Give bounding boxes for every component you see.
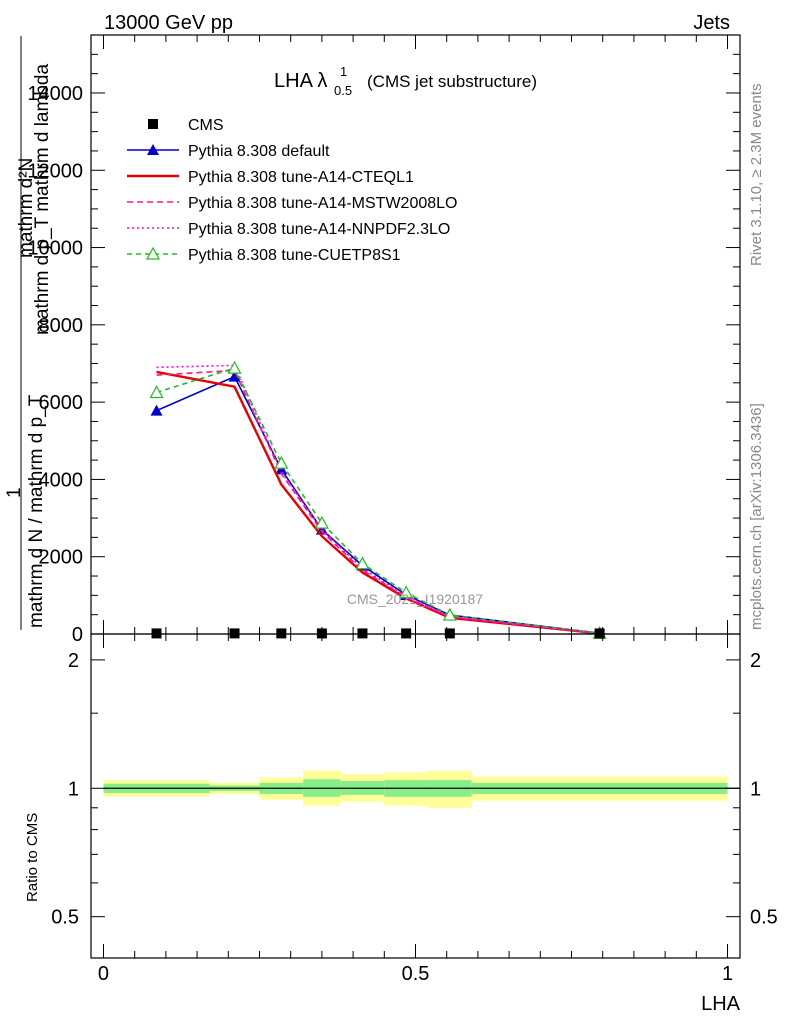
data-marker-open-triangle [399, 585, 414, 599]
ratio-panel: 0.5 0.51 12 2 0 0.5 1 Ratio to CMS LHA [24, 633, 778, 1015]
legend: CMS Pythia 8.308 default Pythia 8.308 tune… [127, 117, 457, 264]
ratio-y-tick-label-right: 1 [750, 778, 761, 800]
main-y-axis: 0 2000 4000 6000 8000 10000 12000 14000 [27, 34, 740, 646]
x-tick-label: 1 [722, 963, 733, 985]
ratio-y-label: Ratio to CMS [24, 813, 41, 902]
rivet-label: Rivet 3.1.10, ≥ 2.3M events [748, 84, 765, 267]
legend-entry: Pythia 8.308 tune-A14-NNPDF2.3LO [127, 221, 450, 238]
ratio-y-tick-label-right: 2 [750, 650, 761, 672]
data-marker-open-triangle [227, 360, 242, 374]
y-tick-label: 8000 [39, 315, 84, 337]
x-tick-label: 0 [98, 963, 109, 985]
x-axis-label: LHA [701, 993, 741, 1015]
legend-label: Pythia 8.308 tune-A14-MSTW2008LO [188, 195, 457, 212]
title-superscript: 1 [340, 64, 347, 79]
legend-entry: Pythia 8.308 tune-A14-MSTW2008LO [127, 195, 457, 212]
main-x-ticks [102, 35, 729, 634]
main-panel: 0 2000 4000 6000 8000 10000 12000 14000 CMS_202… [4, 34, 741, 646]
ratio-plot-area [103, 770, 740, 808]
series-line [156, 375, 600, 635]
data-marker-open-triangle [149, 385, 164, 399]
data-marker-triangle [228, 370, 241, 382]
y-tick-label: 0 [72, 624, 83, 646]
y-tick-label: 2000 [39, 547, 84, 569]
ratio-y-tick-label-left: 0.5 [51, 907, 79, 929]
data-marker-open-triangle [145, 246, 161, 260]
legend-label: Pythia 8.308 tune-CUETP8S1 [188, 247, 401, 264]
series-line [156, 369, 600, 635]
data-marker-triangle [150, 404, 163, 416]
series-pythia-8-308-tune-cuetp8s1 [149, 360, 607, 639]
y-tick-label: 12000 [27, 160, 83, 182]
y-tick-label: 6000 [39, 392, 84, 414]
legend-label: Pythia 8.308 tune-A14-NNPDF2.3LO [188, 221, 450, 238]
data-marker-triangle [147, 144, 159, 155]
legend-entry: Pythia 8.308 tune-CUETP8S1 [127, 246, 401, 264]
title-main: LHA λ [274, 70, 327, 92]
x-tick-label: 0.5 [402, 963, 430, 985]
series-line [156, 370, 600, 635]
series-pythia-8-308-tune-a14-mstw2008lo [156, 369, 600, 635]
title-suffix: (CMS jet substructure) [367, 72, 537, 91]
beam-label: 13000 GeV pp [104, 12, 233, 34]
ratio-y-tick-label-left: 1 [68, 778, 79, 800]
legend-entry: Pythia 8.308 tune-A14-CTEQL1 [127, 169, 414, 186]
data-marker-open-triangle [355, 556, 370, 570]
legend-entry: CMS [148, 117, 224, 134]
ratio-x-axis: 0 0.5 1 [98, 634, 733, 985]
ylabel-bottom: mathrm d N / mathrm d p_T [26, 394, 47, 628]
series-pythia-8-308-tune-a14-cteql1 [156, 370, 600, 635]
ylabel-fraction-numerator: 1 [4, 487, 25, 498]
legend-entry: Pythia 8.308 default [127, 143, 330, 160]
y-tick-label: 10000 [27, 238, 83, 260]
title-subscript: 0.5 [334, 83, 352, 98]
ratio-y-axis: 0.5 0.5 1 1 2 2 [51, 650, 778, 929]
data-marker-open-triangle [314, 515, 329, 529]
category-label: Jets [693, 12, 730, 34]
y-tick-label: 4000 [39, 469, 84, 491]
series-line [156, 367, 600, 635]
plot-title: LHA λ 1 0.5 (CMS jet substructure) [274, 64, 537, 98]
mcplots-label: mcplots.cern.ch [arXiv:1306.3436] [748, 403, 765, 630]
legend-label: CMS [188, 117, 224, 134]
data-marker-open-triangle [274, 455, 289, 469]
legend-label: Pythia 8.308 default [188, 143, 330, 160]
ylabel-top-denominator: mathrm d p_T mathrm d lambda [32, 64, 53, 335]
ratio-y-tick-label-right: 0.5 [750, 907, 778, 929]
ratio-y-tick-label-left: 2 [68, 650, 79, 672]
analysis-watermark: CMS_2021_I1920187 [347, 591, 483, 607]
data-marker-triangle [275, 463, 288, 475]
data-marker-open-triangle [442, 607, 457, 621]
y-tick-label: 14000 [27, 83, 83, 105]
data-marker-square [148, 119, 158, 129]
legend-label: Pythia 8.308 tune-A14-CTEQL1 [188, 169, 414, 186]
main-y-label: mathrm d²N mathrm d p_T mathrm d lambda … [4, 36, 53, 630]
